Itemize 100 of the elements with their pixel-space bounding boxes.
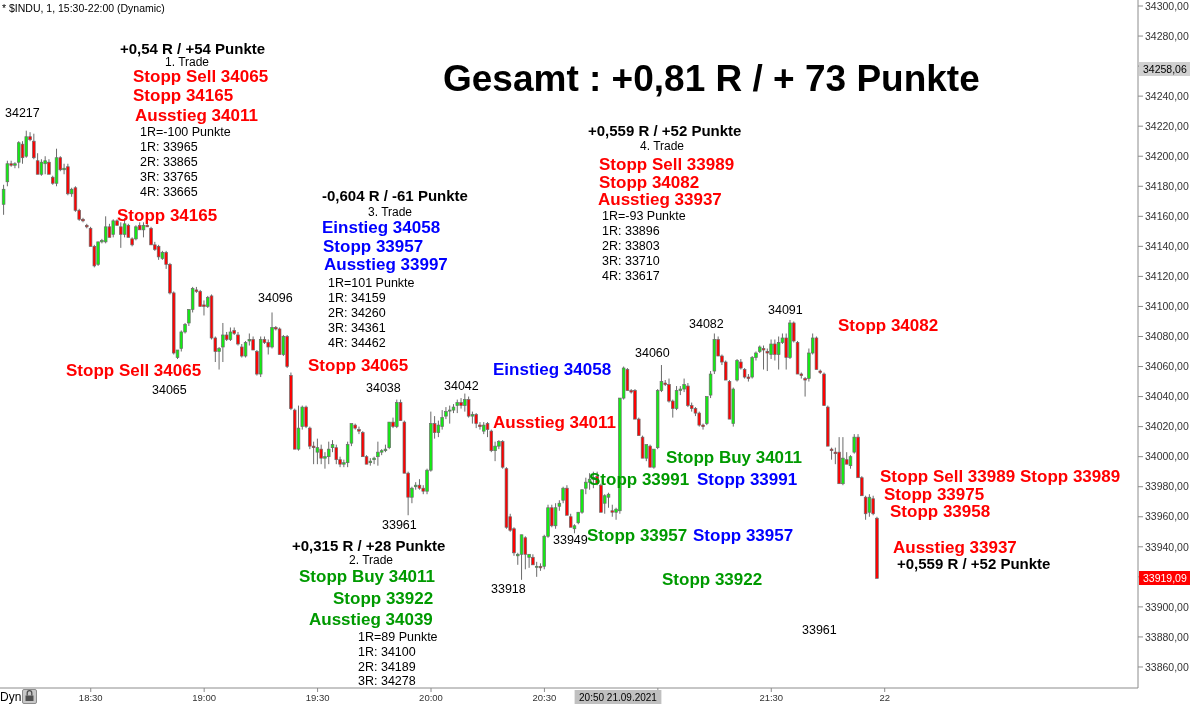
annotation: 4. Trade (640, 139, 685, 153)
candlestick (20, 140, 25, 165)
annotation: 34065 (152, 383, 187, 397)
annotation: Stopp 33991 (697, 469, 798, 489)
y-tick-label: 33860,00 (1145, 660, 1189, 673)
candlestick (315, 438, 320, 465)
annotation: 2R: 33803 (602, 239, 660, 253)
y-tick-label: 34120,00 (1145, 270, 1189, 283)
annotation: 33961 (802, 623, 837, 637)
annotation: Ausstieg 33997 (324, 254, 448, 274)
annotation: Stopp Sell 33989 (880, 466, 1016, 486)
candlestick (686, 382, 690, 408)
candlestick (652, 448, 656, 470)
annotation: +0,54 R / +54 Punkte (120, 39, 266, 57)
x-tick-label: 19:30 (305, 691, 330, 703)
annotation: +0,559 R / +52 Punkte (588, 121, 742, 139)
text: 20:50 21.09.2021 (579, 691, 658, 703)
candlestick (735, 358, 739, 383)
chart-title: * $INDU, 1, 15:30-22:00 (Dynamic) (2, 2, 165, 14)
y-tick-label: 34020,00 (1145, 420, 1189, 433)
annotation: 4R: 33665 (140, 185, 198, 199)
y-tick-label: 34280,00 (1145, 29, 1189, 42)
annotation: 33949 (553, 533, 588, 547)
annotation: 34096 (258, 291, 293, 305)
annotation: 1. Trade (165, 55, 210, 69)
x-tick-label: 22 (879, 691, 890, 703)
annotation: Stopp Sell 34065 (133, 66, 269, 86)
annotation: 4R: 34462 (328, 336, 386, 350)
annotation: 1R=-93 Punkte (602, 209, 686, 223)
y-tick-label: 33980,00 (1145, 480, 1189, 493)
annotation: Einstieg 34058 (322, 217, 441, 237)
annotation: Ausstieg 34011 (493, 412, 616, 432)
x-tick-label: 20:00 (419, 691, 443, 703)
annotation: 33918 (491, 582, 526, 596)
annotation: 3R: 34278 (358, 674, 416, 688)
annotation: Stopp Sell 34065 (66, 360, 202, 380)
candlestick (867, 493, 872, 518)
y-tick-label: 34060,00 (1145, 360, 1189, 373)
annotation: 1R: 34159 (328, 291, 386, 305)
candlestick (863, 495, 868, 521)
annotation: Stopp 33975 (884, 484, 985, 504)
y-tick-label: 34300,00 (1145, 0, 1189, 12)
y-tick-label: 34040,00 (1145, 390, 1189, 403)
text: 34258,06 (1143, 63, 1187, 75)
candlestick (459, 397, 463, 410)
y-tick-label: 34240,00 (1145, 89, 1189, 102)
candlestick (871, 495, 875, 516)
candlestick (523, 535, 528, 570)
annotation: 2. Trade (349, 553, 394, 567)
candlestick (32, 133, 36, 160)
annotation: 34038 (366, 381, 401, 395)
annotation: 2R: 33865 (140, 155, 198, 169)
annotation: Ausstieg 33937 (893, 537, 1017, 557)
annotation: Stopp 34082 (838, 315, 939, 335)
annotation: 1R=101 Punkte (328, 276, 415, 290)
annotation: Stopp 33957 (323, 236, 424, 256)
candlestick (773, 338, 777, 362)
annotation: Stopp Sell 33989 (599, 154, 735, 174)
candlestick (111, 218, 115, 238)
y-tick-label: 34200,00 (1145, 149, 1189, 162)
annotation: 33961 (382, 518, 417, 532)
x-tick-label: 21:30 (759, 691, 784, 703)
annotation: 2R: 34260 (328, 306, 386, 320)
annotation: Stopp 33957 (587, 525, 688, 545)
annotation: 2R: 34189 (358, 660, 416, 674)
annotation: 3R: 33710 (602, 254, 660, 268)
annotation: 4R: 33617 (602, 269, 660, 283)
annotation: 1R=-100 Punkte (140, 125, 231, 139)
candlestick (750, 355, 754, 380)
annotation: 3. Trade (368, 205, 413, 219)
y-tick-label: 33960,00 (1145, 510, 1189, 523)
annotation: 3R: 34361 (328, 321, 386, 335)
annotation: Stopp 33922 (333, 588, 434, 608)
candlestick (1, 184, 6, 216)
candlestick (43, 155, 47, 175)
annotation: -0,604 R / -61 Punkte (322, 186, 468, 204)
y-tick-label: 34080,00 (1145, 330, 1189, 343)
annotation: Stopp 34065 (308, 355, 409, 375)
candlestick (96, 241, 100, 267)
x-tick-label: 18:30 (78, 691, 103, 703)
y-tick-label: 33940,00 (1145, 540, 1189, 553)
y-tick-label: 33880,00 (1145, 630, 1189, 643)
annotation: 1R: 33965 (140, 140, 198, 154)
annotation: Stopp 33922 (662, 569, 763, 589)
annotation: Stopp 33989 (1020, 466, 1121, 486)
annotation: 34082 (689, 317, 724, 331)
annotation: Stopp 34082 (599, 172, 700, 192)
annotation: Stopp 34165 (133, 85, 234, 105)
annotation: Einstieg 34058 (493, 359, 612, 379)
text: Dyn (0, 690, 22, 704)
annotation: 34217 (5, 106, 40, 120)
annotation: Ausstieg 34039 (309, 609, 433, 629)
candlestick (17, 140, 21, 169)
annotation: Ausstieg 34011 (135, 105, 258, 125)
y-tick-label: 33900,00 (1145, 600, 1189, 613)
annotation: 1R=89 Punkte (358, 630, 438, 644)
y-tick-label: 34220,00 (1145, 119, 1189, 132)
annotation: 3R: 33765 (140, 170, 198, 184)
y-tick-label: 34160,00 (1145, 210, 1189, 223)
annotation: 34060 (635, 346, 670, 360)
